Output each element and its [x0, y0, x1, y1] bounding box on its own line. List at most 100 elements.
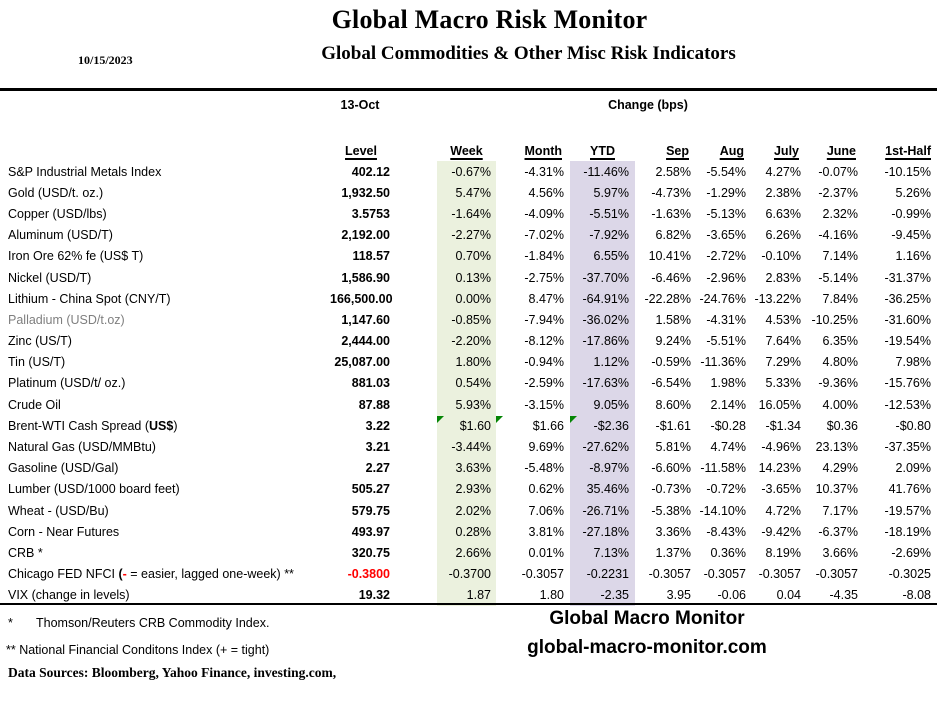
- report-title: Global Macro Risk Monitor: [331, 5, 648, 34]
- cell-half: -$0.80: [895, 418, 931, 433]
- row-label-part: Corn - Near Futures: [8, 524, 120, 539]
- row-label-part: -: [122, 567, 127, 582]
- row-label: Gasoline (USD/Gal): [0, 458, 330, 479]
- cell-month: 3.81%: [528, 524, 564, 539]
- col-header-sep: Sep: [666, 144, 689, 158]
- cell-ytd: 35.46%: [570, 478, 635, 500]
- cell-sep: 3.36%: [655, 524, 691, 539]
- row-label: Gold (USD/t. oz.): [0, 182, 330, 203]
- label-column-header: [0, 133, 330, 161]
- cell-spacer: [392, 267, 437, 288]
- row-label-part: Crude Oil: [8, 397, 61, 412]
- cell-spacer: [392, 564, 437, 585]
- cell-aug: -5.13%: [706, 206, 746, 221]
- cell-month: -7.02%: [524, 228, 564, 243]
- cell-aug: -11.36%: [700, 355, 746, 370]
- change-group-header: Change (bps): [608, 98, 688, 112]
- cell-week: -2.20%: [437, 330, 496, 352]
- cell-july: 4.72%: [765, 503, 801, 518]
- cell-ytd: -17.86%: [570, 330, 635, 352]
- cell-july: 2.38%: [765, 185, 801, 200]
- cell-aug: 4.74%: [710, 440, 746, 455]
- cell-sep: 10.41%: [648, 249, 691, 264]
- row-label-part: Gasoline (USD/Gal): [8, 461, 119, 476]
- row-label: Copper (USD/lbs): [0, 203, 330, 224]
- table-row: Crude Oil 87.88 5.93% -3.15% 9.05% 8.60% 2.14%…: [0, 394, 937, 416]
- cell-july: 5.33%: [765, 376, 801, 391]
- table-row: Lithium - China Spot (CNY/T) 166,500.00 0.…: [0, 288, 937, 310]
- cell-month: $1.66: [496, 415, 568, 436]
- row-label: Crude Oil: [0, 394, 330, 415]
- cell-week: 2.93%: [437, 478, 496, 500]
- cell-week: -0.85%: [437, 309, 496, 331]
- row-label-part: CRB *: [8, 545, 43, 560]
- cell-ytd: -11.46%: [570, 161, 635, 183]
- cell-sep: 1.58%: [655, 312, 691, 327]
- cell-week: 5.47%: [437, 182, 496, 204]
- report-subtitle: Global Commodities & Other Misc Risk Ind…: [321, 43, 736, 64]
- cell-half: -2.69%: [891, 545, 931, 560]
- cell-month: -2.75%: [524, 270, 564, 285]
- table-row: Wheat - (USD/Bu) 579.75 2.02% 7.06% -26.71% -…: [0, 500, 937, 522]
- cell-level: 2,444.00: [341, 334, 390, 349]
- cell-ytd: -2.35: [570, 584, 635, 606]
- row-label-part: Copper (USD/lbs): [8, 206, 107, 221]
- top-divider: [0, 88, 937, 91]
- cell-week: $1.60: [437, 415, 496, 437]
- cell-sep: -4.73%: [651, 185, 691, 200]
- row-label: Nickel (USD/T): [0, 267, 330, 288]
- row-label: S&P Industrial Metals Index: [0, 161, 330, 182]
- cell-ytd: -37.70%: [570, 266, 635, 289]
- cell-june: -5.14%: [818, 270, 858, 285]
- row-label-part: Brent-WTI Cash Spread (: [8, 418, 150, 433]
- data-sources: Data Sources: Bloomberg, Yahoo Finance, …: [8, 665, 337, 680]
- cell-july: -$1.34: [765, 418, 801, 433]
- cell-spacer: [392, 415, 437, 436]
- cell-sep: 3.95: [666, 588, 691, 603]
- cell-july: 8.19%: [765, 545, 801, 560]
- cell-month: 8.47%: [528, 291, 564, 306]
- cell-month: -8.12%: [524, 334, 564, 349]
- cell-aug: -1.29%: [706, 185, 746, 200]
- row-label-part: Nickel (USD/T): [8, 270, 92, 285]
- row-label-part: Chicago FED NFCI: [8, 567, 119, 582]
- cell-aug: 0.36%: [710, 545, 746, 560]
- cell-june: 2.32%: [822, 206, 858, 221]
- cell-july: -13.22%: [754, 291, 801, 306]
- cell-month: 0.62%: [528, 482, 564, 497]
- cell-aug: -5.51%: [706, 334, 746, 349]
- cell-week: 5.93%: [437, 394, 496, 416]
- cell-half: -0.99%: [891, 206, 931, 221]
- table-row: Chicago FED NFCI (- = easier, lagged one…: [0, 563, 937, 585]
- cell-month: -1.84%: [524, 249, 564, 264]
- cell-july: -3.65%: [761, 482, 801, 497]
- cell-half: -12.53%: [884, 397, 931, 412]
- cell-half: -31.60%: [884, 312, 931, 327]
- cell-sep: -0.3057: [648, 567, 691, 582]
- cell-spacer: [392, 288, 437, 309]
- row-label-part: Aluminum (USD/T): [8, 228, 113, 243]
- row-label: Chicago FED NFCI (- = easier, lagged one…: [0, 564, 330, 585]
- row-label-part: Palladium (USD/t.oz): [8, 312, 125, 327]
- cell-sep: -22.28%: [644, 291, 691, 306]
- cell-week: 3.63%: [437, 457, 496, 479]
- cell-level: 166,500.00: [330, 291, 393, 306]
- cell-level: 1,586.90: [341, 270, 390, 285]
- col-header-aug: Aug: [719, 144, 744, 158]
- cell-aug: -11.58%: [700, 461, 746, 476]
- cell-week: 0.00%: [437, 288, 496, 310]
- cell-month: -0.94%: [524, 355, 564, 370]
- cell-sep: -1.63%: [651, 206, 691, 221]
- cell-sep: 1.37%: [655, 545, 691, 560]
- table-row: Platinum (USD/t/ oz.) 881.03 0.54% -2.59% -1…: [0, 372, 937, 395]
- cell-sep: 9.24%: [655, 334, 691, 349]
- cell-ytd: -7.92%: [570, 224, 635, 246]
- row-label: VIX (change in levels): [0, 585, 330, 606]
- cell-month: 1.80: [539, 588, 564, 603]
- cell-aug: -24.76%: [699, 291, 746, 306]
- cell-june: -9.36%: [818, 376, 858, 391]
- cell-level: 25,087.00: [334, 355, 390, 370]
- cell-month: -4.09%: [524, 206, 564, 221]
- cell-level: 579.75: [351, 503, 390, 518]
- row-label: Wheat - (USD/Bu): [0, 500, 330, 521]
